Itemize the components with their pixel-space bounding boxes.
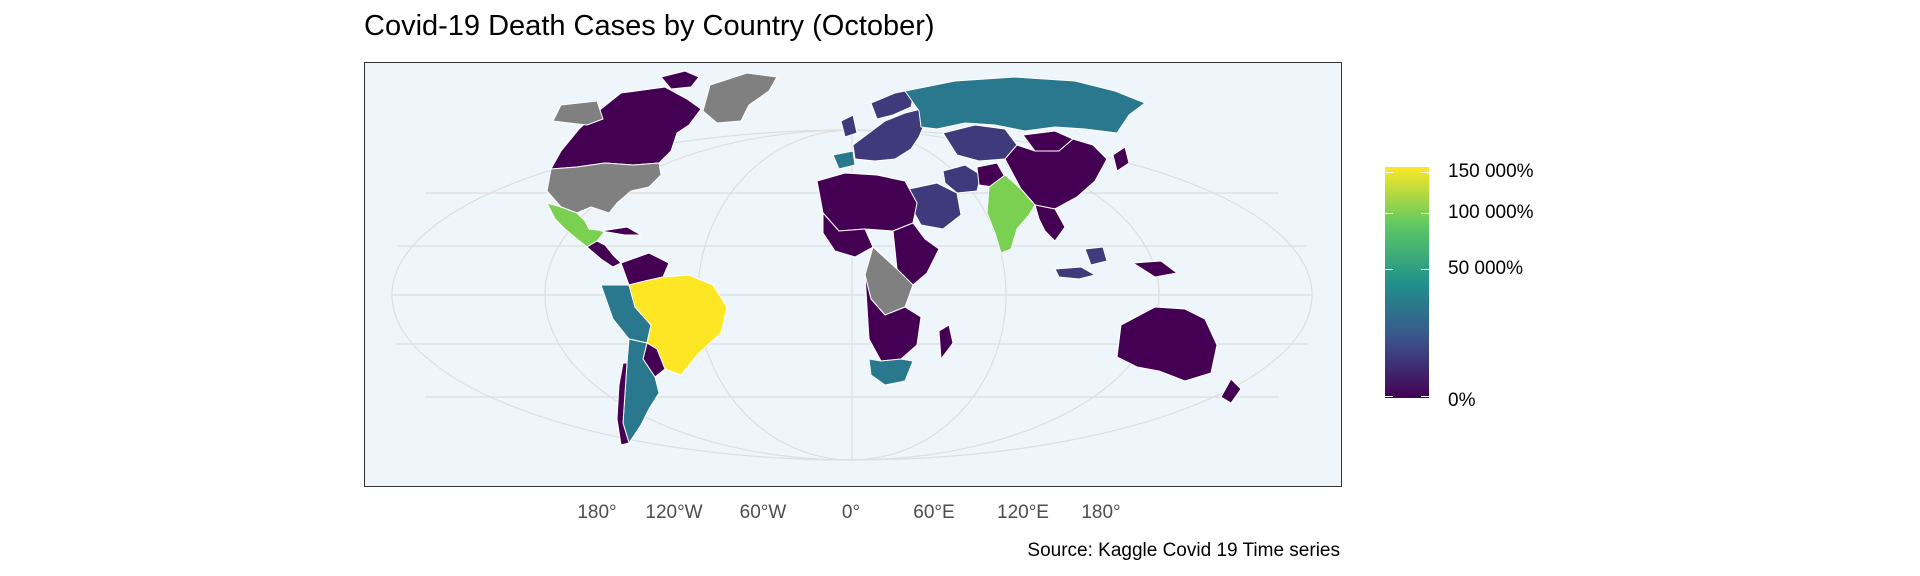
country-chile — [616, 362, 630, 446]
country-indonesia — [1054, 266, 1096, 280]
legend-label-50000: 50 000% — [1448, 258, 1524, 279]
x-tick-2: 60°W — [739, 502, 787, 523]
world-map — [391, 70, 1313, 461]
legend-tick-100000 — [1385, 213, 1429, 214]
caption: Source: Kaggle Covid 19 Time series — [1027, 540, 1340, 561]
x-tick-5: 120°E — [997, 502, 1049, 523]
country-mexico — [546, 202, 606, 248]
country-canada-islands — [660, 70, 700, 90]
country-united-states — [546, 162, 662, 214]
country-south-africa — [868, 358, 914, 386]
country-new-guinea — [1132, 260, 1178, 278]
country-central-america — [586, 240, 622, 268]
legend-label-0: 0% — [1448, 390, 1476, 411]
country-europe — [852, 108, 926, 162]
country-greenland — [702, 72, 778, 124]
legend-label-150000: 150 000% — [1448, 161, 1534, 182]
legend-colorbar — [1385, 167, 1429, 398]
country-southeast-asia — [1034, 204, 1066, 242]
country-north-africa — [816, 172, 918, 232]
countries — [546, 70, 1242, 446]
country-australia — [1116, 306, 1218, 382]
country-cuba — [600, 226, 642, 236]
map-panel — [364, 62, 1342, 487]
country-spain — [832, 150, 856, 170]
legend-tick-150000 — [1385, 172, 1429, 173]
legend-tick-50000 — [1385, 269, 1429, 270]
x-tick-1: 120°W — [645, 502, 703, 523]
x-tick-3: 0° — [841, 502, 861, 523]
x-tick-6: 180° — [1081, 502, 1121, 523]
country-borneo — [1084, 246, 1108, 266]
country-new-zealand — [1220, 378, 1242, 404]
legend-tick-0 — [1385, 396, 1429, 397]
country-uk — [840, 114, 858, 138]
country-india — [986, 174, 1036, 254]
country-kazakhstan — [942, 124, 1018, 162]
country-scandinavia — [870, 88, 916, 120]
country-iran — [942, 164, 982, 194]
country-russia — [904, 76, 1146, 134]
x-tick-4: 60°E — [913, 502, 955, 523]
country-madagascar — [938, 324, 954, 360]
country-japan — [1112, 146, 1130, 172]
chart-title: Covid-19 Death Cases by Country (October… — [364, 10, 935, 42]
country-canada — [550, 86, 702, 170]
legend-label-100000: 100 000% — [1448, 202, 1534, 223]
country-west-africa — [822, 212, 874, 258]
x-tick-0: 180° — [577, 502, 617, 523]
country-alaska — [552, 100, 604, 126]
country-southern-africa — [864, 274, 922, 362]
